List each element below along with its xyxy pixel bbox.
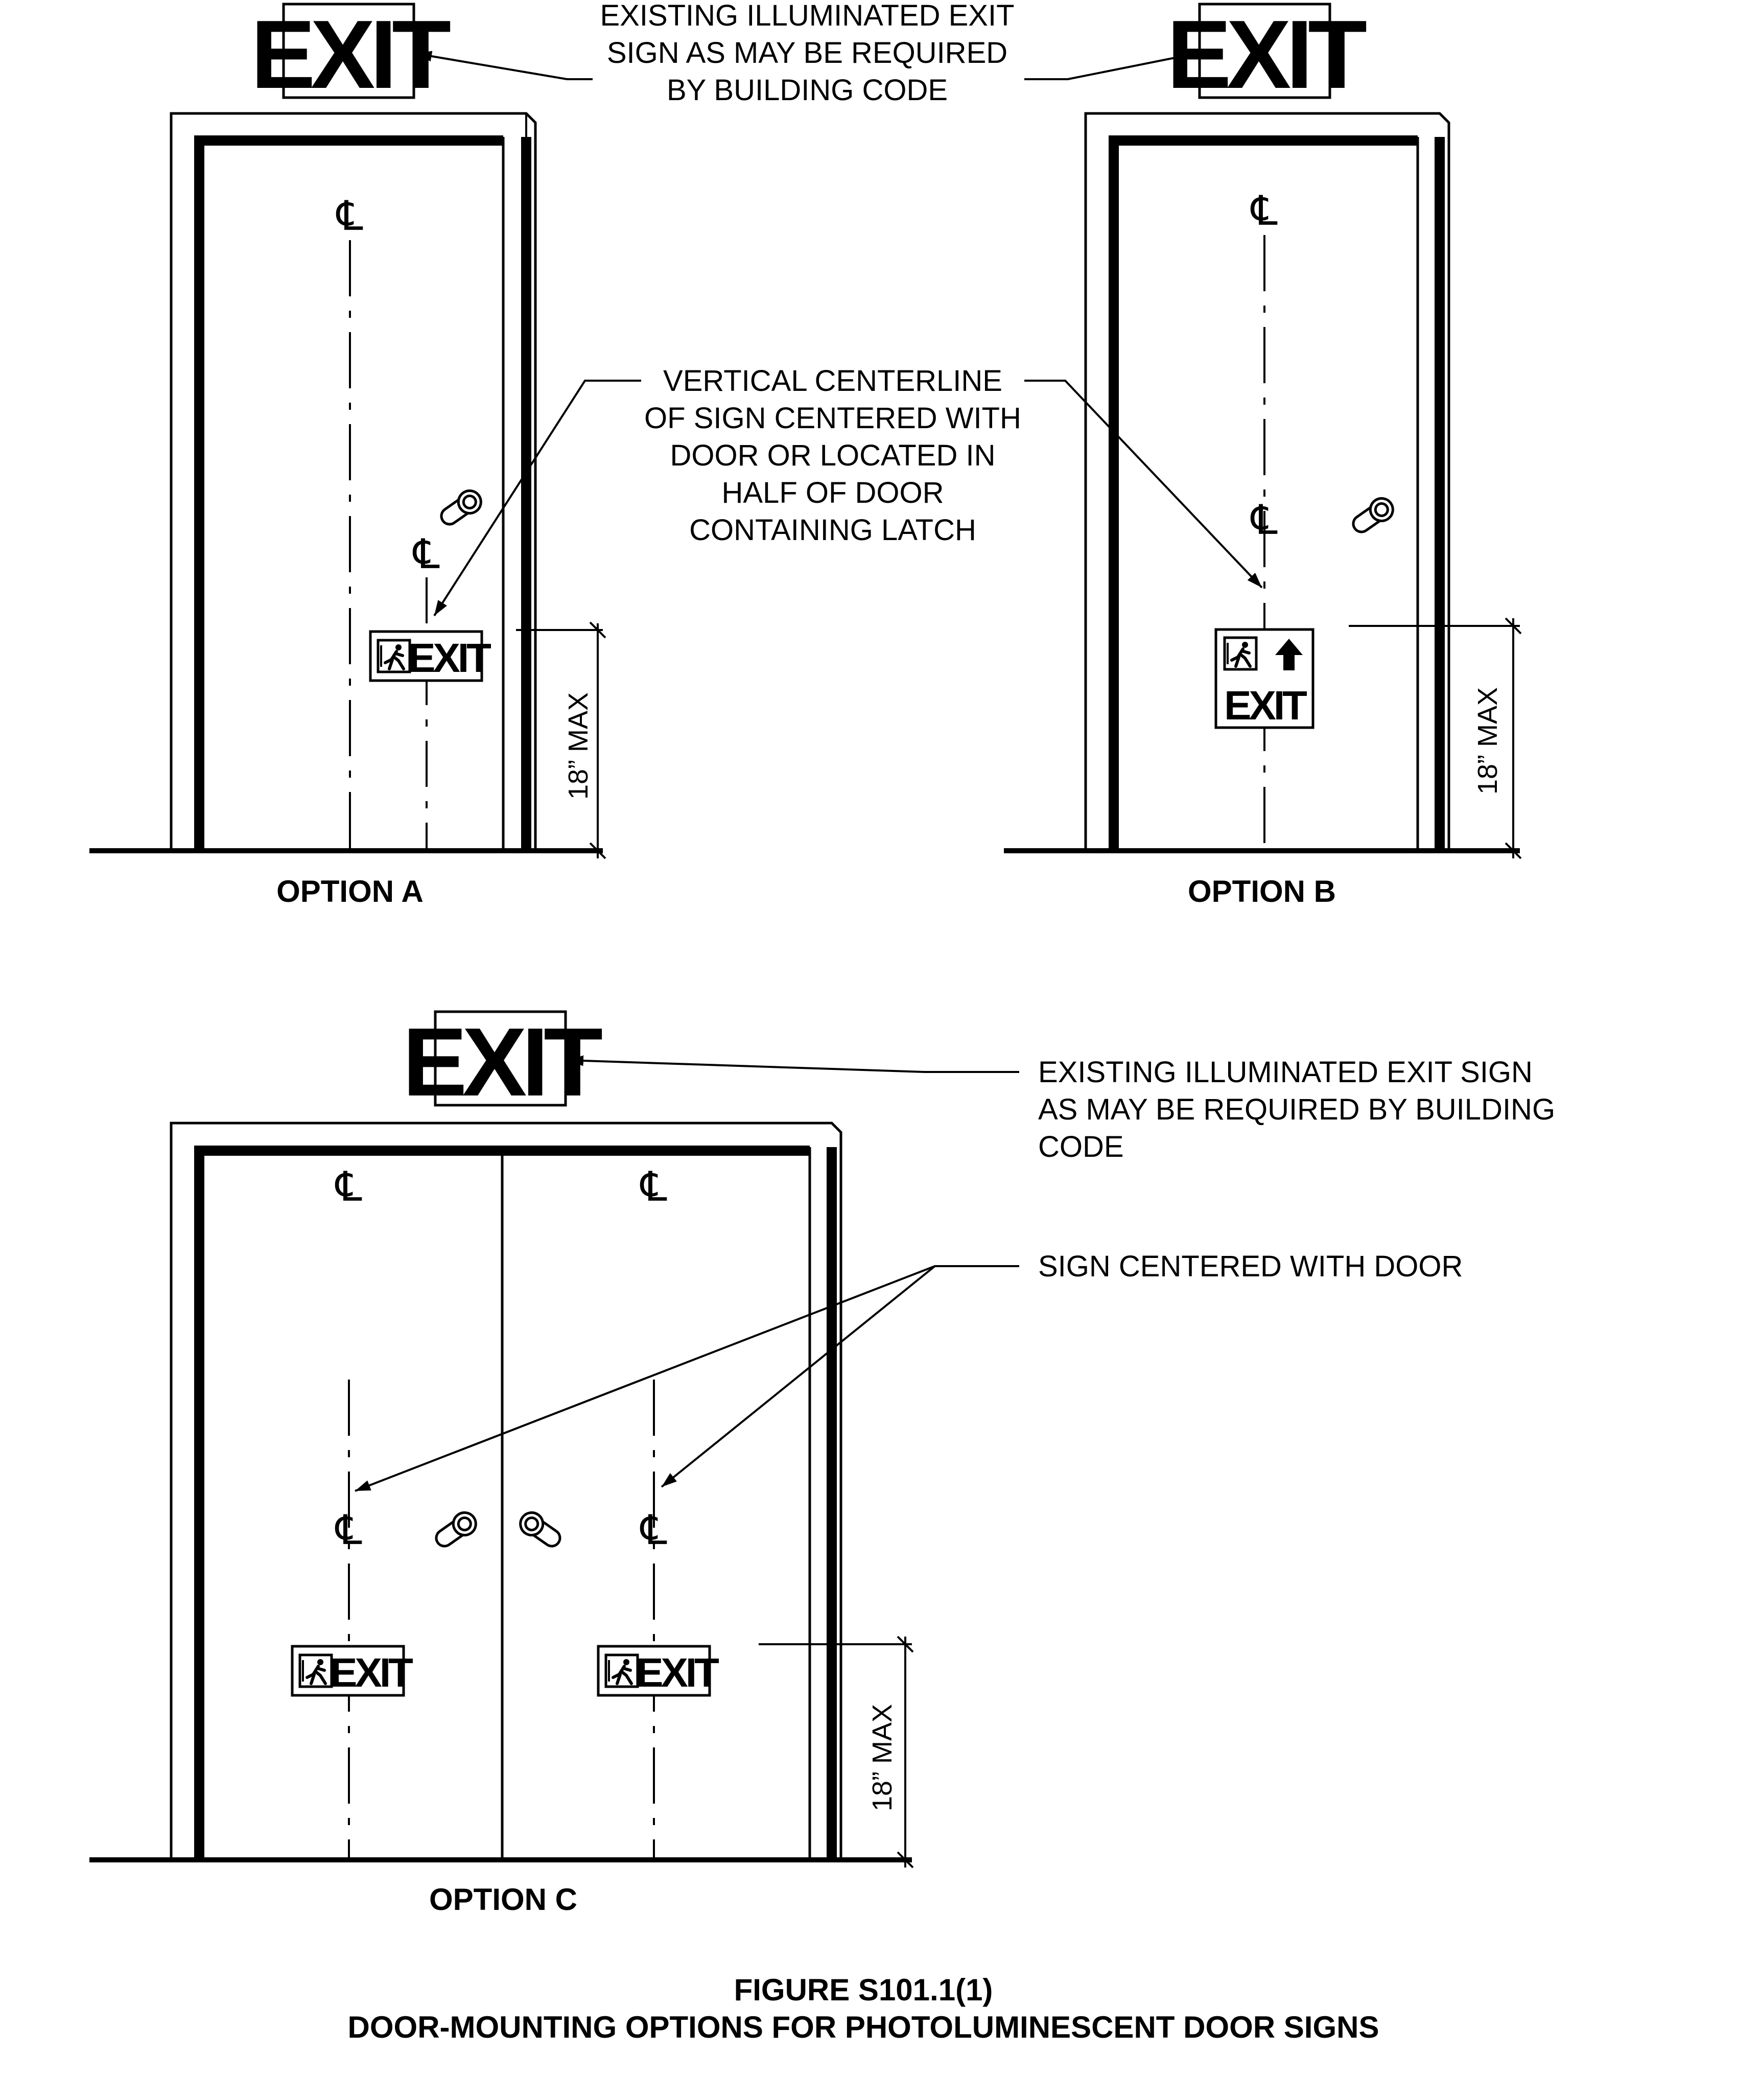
mid-note-line-1: VERTICAL CENTERLINE	[663, 364, 1002, 398]
exit-sign-illuminated-c: EXIT	[403, 1008, 607, 1116]
option-a: EXIT ℄ ℄ EXIT 18” MAX OPTION A	[89, 1, 606, 908]
c-sign-leader-right	[661, 1265, 936, 1488]
c-note-line-1: EXISTING ILLUMINATED EXIT SIGN	[1038, 1056, 1533, 1089]
exit-sign-text: EXIT	[403, 1008, 602, 1116]
top-note: EXISTING ILLUMINATED EXIT SIGN AS MAY BE…	[600, 0, 1014, 107]
door-handle-icon	[516, 1508, 565, 1552]
door-frame-b	[1084, 112, 1450, 851]
exit-sign-text: EXIT	[330, 1650, 413, 1695]
centerline-icon: ℄	[412, 530, 439, 578]
dimension-label: 18” MAX	[563, 692, 594, 800]
exit-sign-text: EXIT	[408, 635, 491, 681]
top-note-line-2: SIGN AS MAY BE REQUIRED	[607, 36, 1007, 69]
centerline-icon: ℄	[335, 1506, 362, 1554]
centerline-icon: ℄	[640, 1506, 667, 1554]
mid-note-line-4: HALF OF DOOR	[721, 476, 944, 509]
door-leaf-c	[194, 1146, 810, 1860]
photoluminescent-sign-c-left: EXIT	[291, 1645, 416, 1697]
photoluminescent-sign-c-right: EXIT	[597, 1645, 722, 1697]
top-note-line-3: BY BUILDING CODE	[667, 74, 948, 107]
dimension-b: 18” MAX	[1349, 617, 1522, 859]
running-man-icon	[606, 1655, 638, 1687]
running-man-icon	[300, 1655, 332, 1687]
running-man-icon	[378, 640, 410, 672]
photoluminescent-sign-b: EXIT	[1214, 628, 1315, 729]
centerline-icon: ℄	[335, 1163, 362, 1210]
c-sign-leader-left	[355, 1265, 1019, 1492]
centerline-note: VERTICAL CENTERLINE OF SIGN CENTERED WIT…	[644, 364, 1021, 547]
door-handle-icon	[1348, 494, 1397, 538]
door-frame-c	[170, 1122, 842, 1860]
dimension-label: 18” MAX	[867, 1704, 898, 1811]
exit-sign-text: EXIT	[1167, 1, 1367, 109]
mid-note-line-3: DOOR OR LOCATED IN	[670, 439, 996, 472]
centerline-icon: ℄	[336, 192, 363, 240]
centerline-icon: ℄	[1250, 496, 1277, 544]
mid-note-line-5: CONTAINING LATCH	[689, 514, 976, 547]
centerline-icon: ℄	[640, 1163, 667, 1210]
c-note-line-3: CODE	[1038, 1130, 1124, 1163]
option-a-caption: OPTION A	[276, 874, 424, 908]
exit-sign-illuminated-b: EXIT	[1167, 1, 1372, 109]
dimension-a: 18” MAX	[516, 621, 606, 859]
top-note-leader-left	[416, 51, 593, 80]
top-note-line-1: EXISTING ILLUMINATED EXIT	[600, 0, 1014, 32]
centerline-icon: ℄	[1250, 187, 1277, 235]
option-b: EXIT ℄ ℄ EXIT 18” MAX OPTION B	[1004, 1, 1522, 908]
exit-sign-text: EXIT	[636, 1650, 719, 1695]
figure-title: DOOR-MOUNTING OPTIONS FOR PHOTOLUMINESCE…	[348, 2010, 1379, 2044]
exit-sign-text: EXIT	[251, 1, 451, 109]
door-leaf-a	[194, 135, 503, 851]
door-handle-icon	[431, 1508, 480, 1552]
c-note-leader	[568, 1055, 1019, 1073]
figure-number: FIGURE S101.1(1)	[734, 1973, 993, 2007]
mid-note-line-2: OF SIGN CENTERED WITH	[644, 402, 1021, 435]
c-note-line-2: AS MAY BE REQUIRED BY BUILDING	[1038, 1093, 1555, 1126]
c-sign-note: SIGN CENTERED WITH DOOR	[1038, 1250, 1463, 1283]
door-leaf-b	[1109, 135, 1418, 851]
photoluminescent-sign-a: EXIT	[369, 630, 494, 682]
option-c: EXIT EXISTING ILLUMINATED EXIT SIGN AS M…	[89, 1008, 1555, 1917]
exit-sign-text: EXIT	[1224, 683, 1307, 728]
dimension-label: 18” MAX	[1472, 687, 1503, 795]
mid-note-leader-left	[433, 380, 641, 617]
option-b-caption: OPTION B	[1188, 874, 1336, 908]
running-man-icon	[1225, 638, 1256, 669]
c-note: EXISTING ILLUMINATED EXIT SIGN AS MAY BE…	[1038, 1056, 1555, 1163]
mid-note-leader-right	[1024, 380, 1263, 589]
door-handle-icon	[436, 486, 485, 530]
option-c-caption: OPTION C	[429, 1882, 577, 1917]
top-note-leader-right	[1024, 51, 1196, 80]
arrow-up-icon	[1275, 639, 1303, 670]
exit-sign-illuminated-a: EXIT	[251, 1, 456, 109]
